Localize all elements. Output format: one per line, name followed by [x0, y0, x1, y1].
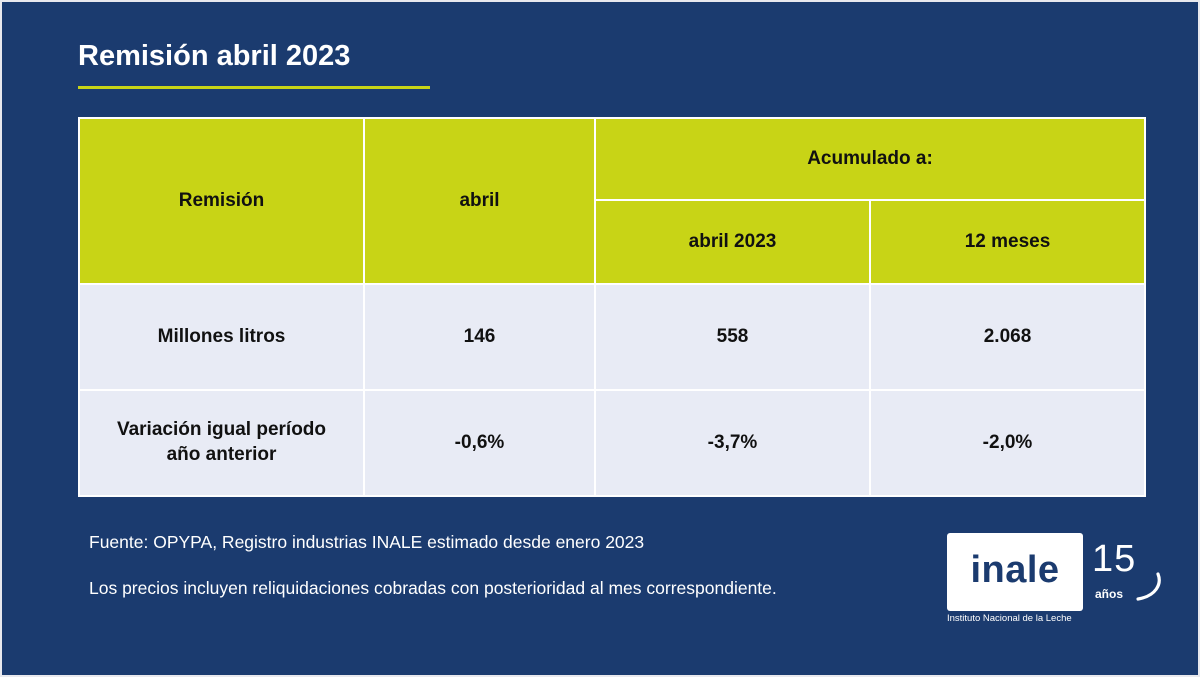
remision-table: Remisión abril Acumulado a: abril 2023 1… [78, 117, 1146, 497]
cell-acum-12m: 2.068 [869, 283, 1146, 391]
cell-acum-abril: 558 [594, 283, 871, 391]
logo-subtitle: Instituto Nacional de la Leche [947, 613, 1072, 624]
table-row: Variación igual período año anterior -0,… [78, 389, 1146, 497]
header-acum-12-meses: 12 meses [869, 199, 1146, 285]
logo-text: inale [970, 548, 1060, 591]
inale-logo: inale [947, 533, 1083, 611]
prices-note: Los precios incluyen reliquidaciones cob… [89, 578, 777, 598]
cell-acum-abril: -3,7% [594, 389, 871, 497]
anniversary-number: 15 [1092, 538, 1137, 580]
title-underline [78, 86, 430, 89]
cell-abril: -0,6% [363, 389, 596, 497]
row-label-millones-litros: Millones litros [78, 283, 365, 391]
table-header-row-2: abril 2023 12 meses [79, 199, 1146, 285]
header-acum-abril-2023: abril 2023 [594, 199, 871, 285]
table-row: Millones litros 146 558 2.068 [78, 283, 1146, 391]
anniversary-word: años [1095, 587, 1124, 601]
row-label-line-1: Variación igual período [116, 419, 327, 441]
row-label-line-2: año anterior [166, 444, 277, 465]
header-abril: abril [363, 117, 596, 285]
row-label-variacion: Variación igual período año anterior [78, 389, 365, 497]
header-acumulado: Acumulado a: [594, 117, 1146, 201]
cell-abril: 146 [363, 283, 596, 391]
cell-acum-12m: -2,0% [869, 389, 1146, 497]
header-remision: Remisión [78, 117, 365, 285]
anniversary-swoosh-icon [1136, 572, 1161, 601]
source-note: Fuente: OPYPA, Registro industrias INALE… [89, 532, 645, 552]
table-header-row-1: Remisión abril Acumulado a: [78, 117, 1146, 285]
notes: Fuente: OPYPA, Registro industrias INALE… [89, 532, 777, 599]
page-title: Remisión abril 2023 [78, 40, 351, 72]
